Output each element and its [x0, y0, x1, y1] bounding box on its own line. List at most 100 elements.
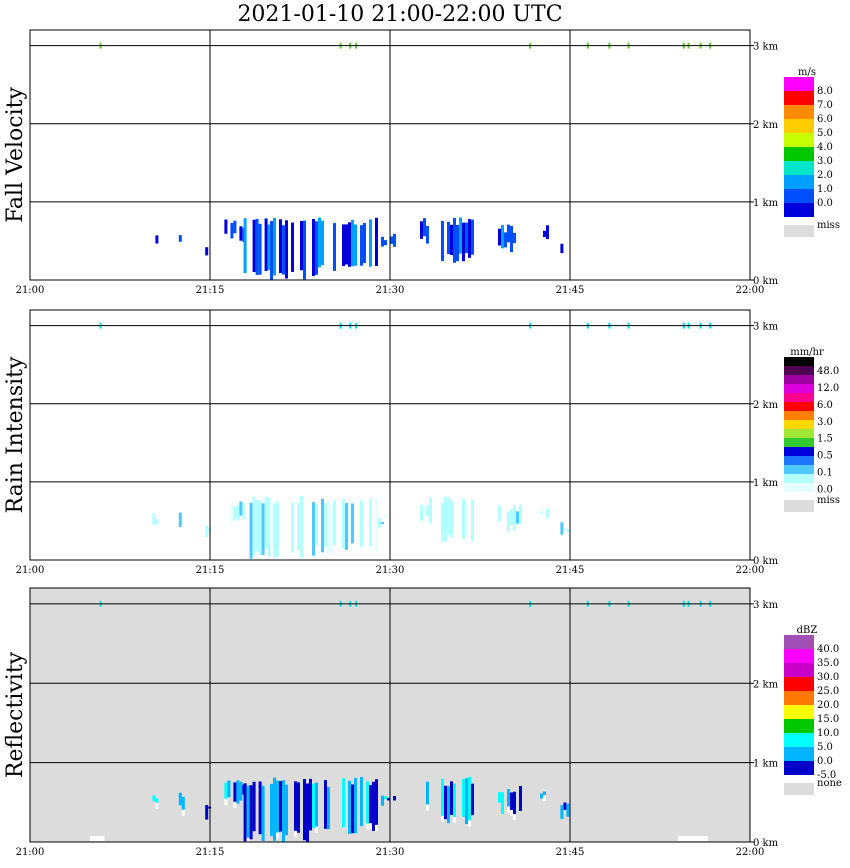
echo-cell	[465, 500, 468, 536]
x-tick-label: 21:30	[376, 285, 405, 296]
x-tick-label: 21:15	[196, 847, 225, 858]
colorbar-label: 0.1	[817, 467, 833, 478]
echo-cell	[178, 792, 182, 806]
echo-cell	[312, 783, 315, 828]
colorbar-miss-swatch	[784, 500, 814, 512]
colorbar-label: 7.0	[817, 100, 833, 111]
colorbar-label: 1.0	[817, 184, 833, 195]
echo-cell	[282, 780, 285, 842]
echo-cell	[315, 782, 318, 827]
x-tick-label: 21:45	[556, 847, 585, 858]
echo-cell	[315, 504, 318, 545]
y-tick-label: 2 km	[753, 120, 779, 131]
echo-cell	[519, 504, 522, 525]
echo-cell	[321, 220, 324, 266]
echo-cell	[510, 792, 513, 810]
echo-cell	[224, 219, 228, 234]
echo-cell	[273, 503, 276, 559]
surface-clear	[90, 836, 105, 841]
echo-cell	[155, 519, 159, 525]
echo-cell	[255, 500, 259, 552]
echo-cell	[516, 511, 519, 524]
echo-cell	[471, 783, 474, 816]
echo-cell	[300, 221, 303, 271]
echo-cell	[155, 798, 159, 803]
colorbar-swatch	[784, 105, 814, 119]
colorbar-label: 35.0	[817, 658, 839, 669]
echo-cell	[471, 219, 474, 255]
y-tick-label: 0 km	[753, 838, 779, 849]
echo-cell	[155, 235, 159, 244]
colorbar-label: 5.0	[817, 128, 833, 139]
echo-cell	[387, 797, 390, 801]
echo-cell	[501, 225, 504, 249]
echo-cell	[303, 779, 306, 841]
echo-cell	[258, 223, 262, 275]
colorbar-swatch	[784, 649, 814, 663]
echo-cell	[468, 776, 471, 821]
echo-cell	[330, 505, 333, 553]
colorbar-label: 0.5	[817, 451, 833, 462]
echo-cell	[540, 511, 543, 514]
echo-cell	[205, 247, 209, 256]
echo-cell	[267, 498, 271, 557]
echo-cell	[471, 499, 474, 542]
y-tick-label: 1 km	[753, 478, 779, 489]
colorbar-label: 25.0	[817, 686, 839, 697]
echo-cell	[267, 224, 271, 270]
echo-cell	[205, 805, 209, 820]
echo-cell	[456, 225, 459, 262]
colorbar-label: 6.0	[817, 400, 833, 411]
echo-cell	[327, 499, 330, 554]
echo-cell	[230, 223, 234, 239]
echo-cell	[276, 780, 279, 833]
y-axis-label: Reflectivity	[3, 651, 28, 778]
colorbar-label: 48.0	[817, 366, 839, 377]
echo-cell	[324, 503, 327, 548]
echo-cell	[239, 226, 243, 241]
colorbar-swatch	[784, 147, 814, 161]
echo-cell	[242, 503, 246, 520]
echo-cell	[560, 243, 564, 254]
echo-cell	[450, 500, 453, 539]
echo-cell	[465, 222, 468, 254]
echo-cell	[306, 783, 309, 842]
echo-cell	[230, 502, 234, 524]
echo-cell	[369, 498, 372, 547]
colorbar-swatch	[784, 438, 814, 447]
echo-cell	[324, 780, 327, 829]
echo-none-cell	[294, 830, 297, 837]
echo-cell	[279, 781, 282, 832]
echo-cell	[540, 793, 543, 799]
echo-cell	[321, 498, 324, 553]
echo-cell	[342, 778, 345, 828]
echo-cell	[566, 529, 570, 533]
echo-cell	[498, 228, 501, 246]
panel-2: 0 km 1 km 2 km 3 km 21:00 21:15 21:30 21:45 22:0…	[3, 309, 840, 576]
echo-cell	[273, 218, 276, 276]
echo-cell	[285, 220, 288, 279]
echo-cell	[243, 218, 247, 273]
echo-cell	[243, 783, 247, 842]
echo-none-cell	[510, 810, 513, 816]
echo-cell	[393, 233, 396, 247]
echo-cell	[303, 220, 306, 280]
echo-cell	[369, 219, 372, 267]
echo-none-cell	[543, 795, 546, 802]
echo-cell	[444, 785, 447, 820]
echo-cell	[333, 500, 336, 546]
echo-cell	[279, 219, 282, 274]
x-tick-label: 21:15	[196, 285, 225, 296]
echo-cell	[236, 780, 240, 804]
colorbar-swatch	[784, 465, 814, 474]
echo-cell	[348, 501, 351, 543]
echo-cell	[360, 500, 363, 547]
echo-cell	[300, 496, 303, 558]
colorbar-label: 20.0	[817, 700, 839, 711]
echo-cell	[315, 221, 318, 275]
echo-none-cell	[441, 815, 444, 822]
echo-cell	[181, 796, 185, 810]
echo-cell	[258, 781, 262, 835]
echo-cell	[264, 218, 268, 271]
